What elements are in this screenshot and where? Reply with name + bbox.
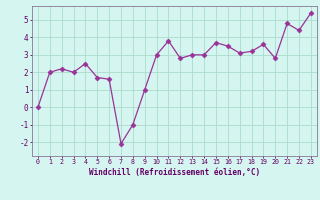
X-axis label: Windchill (Refroidissement éolien,°C): Windchill (Refroidissement éolien,°C) [89,168,260,177]
